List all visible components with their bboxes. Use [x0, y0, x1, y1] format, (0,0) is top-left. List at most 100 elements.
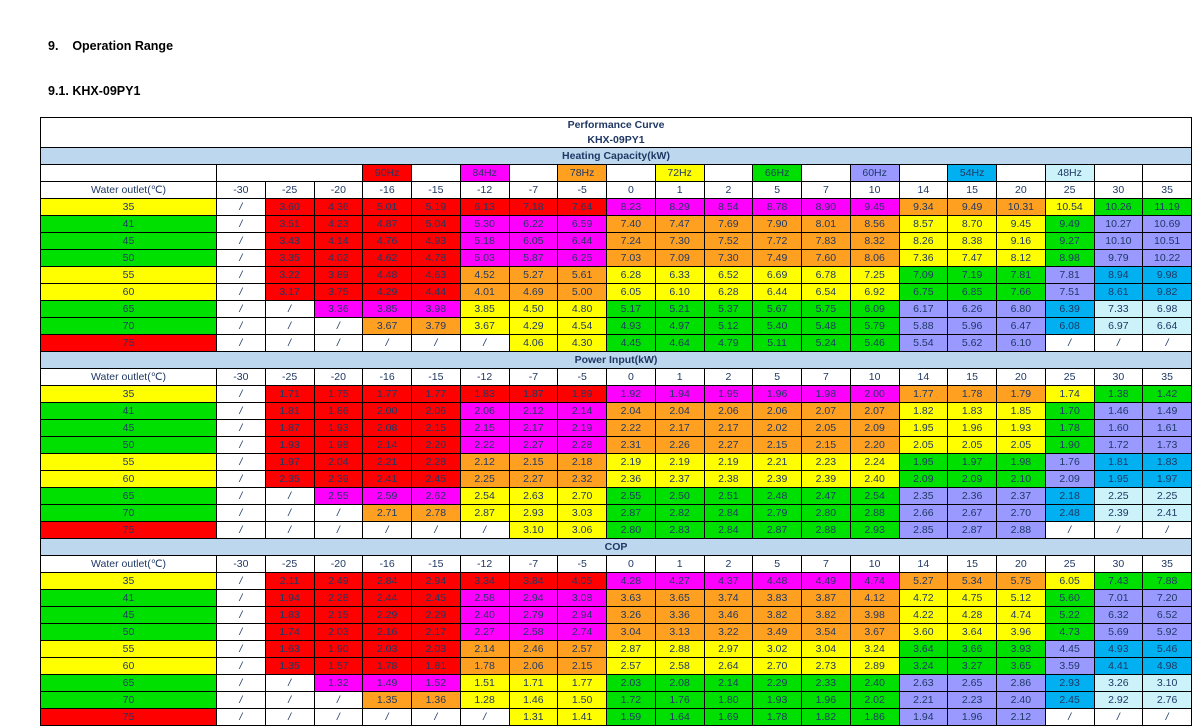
value-cell: 2.05	[947, 436, 997, 455]
value-cell: 3.54	[801, 623, 851, 642]
column-header-cell: 14	[898, 555, 949, 574]
row-label: 41	[40, 589, 217, 608]
value-cell: 1.73	[1142, 436, 1192, 455]
value-cell: 2.45	[411, 589, 461, 608]
value-cell: 2.06	[508, 657, 559, 676]
column-header-row: Water outlet(℃) -30 -25 -20 -16 -15 -12 -7 -5 0 1 2…	[40, 181, 1192, 200]
value-cell: 3.85	[362, 300, 412, 319]
value-cell: 1.85	[996, 402, 1046, 421]
frequency-label-cell: 48Hz	[1044, 164, 1095, 183]
value-cell: 3.22	[264, 266, 315, 285]
value-cell: 1.32	[313, 674, 364, 693]
table-row: 75// / / //4.06 4.30 4.45 4.64 4.79 5.11 5.24 5.46…	[40, 334, 1192, 353]
row-label: 50	[40, 623, 217, 642]
value-cell: 10.10	[1093, 232, 1144, 251]
table-row: 55/1.63 1.90 2.03 2.03 2.14 2.46 2.57 2.87 2.88 2…	[40, 640, 1192, 659]
value-cell: 3.34	[459, 572, 510, 591]
value-cell: 3.82	[752, 606, 802, 625]
value-cell: 4.72	[898, 589, 949, 608]
value-cell: 7.47	[654, 215, 705, 234]
value-cell: 4.48	[752, 572, 802, 591]
value-cell: 1.76	[1044, 453, 1095, 472]
column-header-cell: -16	[362, 555, 412, 574]
value-cell: 1.77	[362, 385, 412, 404]
value-cell: 2.94	[557, 606, 607, 625]
row-label: 60	[40, 470, 217, 489]
value-cell: 2.49	[313, 572, 364, 591]
value-cell: 4.50	[508, 300, 559, 319]
value-cell: 2.32	[557, 470, 607, 489]
value-cell: 1.90	[313, 640, 364, 659]
row-label: 70	[40, 691, 217, 710]
value-cell: 1.86	[313, 402, 364, 421]
column-header-cell: 1	[654, 555, 705, 574]
empty-value-cell: /	[264, 487, 315, 506]
row-label: 45	[40, 606, 217, 625]
value-cell: 2.14	[459, 640, 510, 659]
value-cell: 4.69	[508, 283, 559, 302]
value-cell: 1.97	[1142, 470, 1192, 489]
value-cell: 3.65	[654, 589, 705, 608]
value-cell: 4.75	[947, 589, 997, 608]
value-cell: 1.83	[264, 606, 315, 625]
value-cell: 7.33	[1093, 300, 1144, 319]
table-row: 65//3.36 3.85 3.98 3.85 4.50 4.80 5.17 5.21 5.37…	[40, 300, 1192, 319]
value-cell: 5.37	[703, 300, 754, 319]
value-cell: 2.88	[849, 504, 900, 523]
value-cell: 1.96	[947, 708, 997, 726]
value-cell: 2.12	[508, 402, 559, 421]
value-cell: 8.23	[606, 198, 656, 217]
value-cell: 2.40	[849, 470, 900, 489]
value-cell: 4.74	[849, 572, 900, 591]
value-cell: 2.45	[411, 470, 461, 489]
value-cell: 2.31	[606, 436, 656, 455]
value-cell: 1.90	[1044, 436, 1095, 455]
value-cell: 1.87	[508, 385, 559, 404]
value-cell: 1.60	[1093, 419, 1144, 438]
value-cell: 4.36	[313, 198, 364, 217]
value-cell: 2.87	[606, 640, 656, 659]
value-cell: 2.93	[508, 504, 559, 523]
value-cell: 9.49	[947, 198, 997, 217]
column-header-cell: -25	[264, 181, 315, 200]
column-header-cell: 20	[996, 555, 1046, 574]
empty-value-cell: /	[313, 317, 364, 336]
frequency-spacer-cell	[215, 164, 364, 183]
empty-value-cell: /	[313, 521, 364, 540]
value-cell: 4.29	[362, 283, 412, 302]
column-header-cell: -12	[459, 555, 510, 574]
value-cell: 1.98	[313, 436, 364, 455]
value-cell: 2.93	[1044, 674, 1095, 693]
value-cell: 2.36	[606, 470, 656, 489]
value-cell: 1.98	[996, 453, 1046, 472]
column-header-cell: 35	[1142, 368, 1192, 387]
value-cell: 2.39	[313, 470, 364, 489]
empty-value-cell: /	[216, 504, 266, 523]
column-header-cell: 30	[1093, 368, 1144, 387]
column-header-cell: 10	[849, 368, 900, 387]
empty-value-cell: /	[411, 334, 461, 353]
empty-value-cell: /	[411, 521, 461, 540]
value-cell: 7.83	[801, 232, 851, 251]
value-cell: 4.28	[947, 606, 997, 625]
value-cell: 8.01	[801, 215, 851, 234]
value-cell: 6.33	[654, 266, 705, 285]
value-cell: 2.28	[557, 436, 607, 455]
column-header-cell: -25	[264, 368, 315, 387]
value-cell: 2.04	[654, 402, 705, 421]
value-cell: 1.74	[264, 623, 315, 642]
value-cell: 2.12	[996, 708, 1046, 726]
column-header-cell: 15	[947, 555, 997, 574]
value-cell: 2.63	[508, 487, 559, 506]
value-cell: 4.29	[508, 317, 559, 336]
empty-value-cell: /	[313, 708, 364, 726]
value-cell: 6.44	[752, 283, 802, 302]
value-cell: 3.36	[654, 606, 705, 625]
value-cell: 9.45	[849, 198, 900, 217]
value-cell: 1.93	[996, 419, 1046, 438]
value-cell: 5.75	[801, 300, 851, 319]
value-cell: 2.63	[898, 674, 949, 693]
value-cell: 2.20	[411, 436, 461, 455]
value-cell: 1.83	[1142, 453, 1192, 472]
value-cell: 1.61	[1142, 419, 1192, 438]
